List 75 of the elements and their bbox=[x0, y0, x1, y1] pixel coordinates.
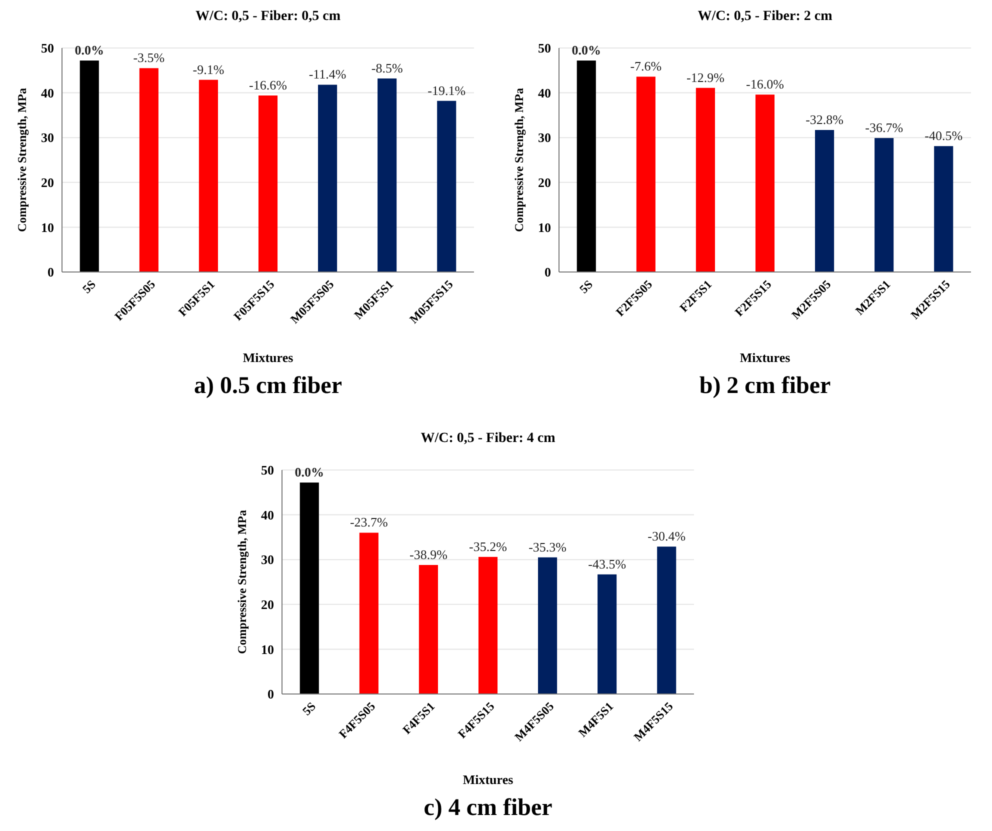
y-axis-title: Compressive Strength, MPa bbox=[235, 510, 249, 654]
x-tick-label: 5S bbox=[576, 276, 596, 296]
chart-title: W/C: 0,5 - Fiber: 2 cm bbox=[698, 9, 833, 24]
y-tick-label: 40 bbox=[538, 85, 551, 100]
bar bbox=[755, 94, 775, 272]
bar bbox=[80, 60, 99, 272]
annotation: -23.7% bbox=[350, 514, 388, 530]
bar bbox=[696, 88, 715, 272]
bar bbox=[934, 146, 954, 272]
y-tick-label: 10 bbox=[538, 220, 551, 235]
y-tick-label: 30 bbox=[261, 552, 274, 568]
bar bbox=[478, 556, 498, 694]
y-tick-label: 10 bbox=[41, 220, 54, 235]
y-axis-title: Compressive Strength, MPa bbox=[15, 88, 29, 232]
x-axis-title: Mixtures bbox=[740, 350, 790, 365]
annotation: -35.2% bbox=[469, 538, 508, 554]
y-tick-label: 50 bbox=[41, 40, 54, 56]
bar bbox=[437, 100, 456, 272]
annotation: -43.5% bbox=[588, 556, 626, 572]
bar bbox=[636, 76, 656, 272]
bar bbox=[300, 482, 319, 694]
y-tick-label: 10 bbox=[261, 642, 274, 657]
y-tick-label: 0 bbox=[268, 686, 274, 702]
y-tick-label: 30 bbox=[41, 130, 54, 146]
bar bbox=[378, 78, 397, 272]
annotation: -16.6% bbox=[249, 77, 288, 92]
text: b) 2 cm fiber bbox=[699, 373, 831, 399]
annotation: -3.5% bbox=[133, 50, 165, 66]
bar bbox=[538, 557, 558, 694]
annotation: -16.0% bbox=[746, 76, 784, 92]
annotation: 0.0% bbox=[572, 42, 602, 58]
y-tick-label: 50 bbox=[538, 40, 551, 56]
y-tick-label: 0 bbox=[48, 264, 54, 280]
annotation: -9.1% bbox=[192, 62, 224, 77]
x-tick-label: 5S bbox=[300, 698, 319, 718]
annotation: -32.8% bbox=[806, 112, 844, 127]
annotation: -12.9% bbox=[686, 70, 725, 85]
bar bbox=[815, 130, 834, 272]
y-tick-label: 40 bbox=[41, 85, 54, 100]
annotation: -36.7% bbox=[865, 120, 904, 136]
x-axis-title: Mixtures bbox=[462, 772, 514, 787]
annotation: -8.5% bbox=[371, 60, 403, 76]
bar bbox=[359, 532, 378, 694]
chart-title: W/C: 0,5 - Fiber: 4 cm bbox=[420, 431, 556, 446]
x-axis-title: Mixtures bbox=[242, 350, 294, 365]
bar bbox=[418, 564, 438, 694]
annotation: -35.3% bbox=[528, 539, 567, 554]
y-tick-label: 30 bbox=[538, 130, 551, 146]
annotation: -7.6% bbox=[630, 58, 662, 74]
annotation: -40.5% bbox=[924, 128, 963, 144]
y-tick-label: 0 bbox=[544, 264, 551, 280]
text: c) 4 cm fiber bbox=[424, 795, 553, 821]
annotation: 0.0% bbox=[74, 42, 104, 58]
bar bbox=[598, 574, 617, 694]
y-axis-title: Compressive Strength, MPa bbox=[512, 88, 526, 232]
bar bbox=[139, 68, 158, 272]
bar bbox=[657, 546, 676, 694]
annotation: -19.1% bbox=[428, 82, 466, 98]
annotation: -38.9% bbox=[410, 546, 448, 562]
y-tick-label: 20 bbox=[261, 596, 274, 612]
annotation: -11.4% bbox=[308, 66, 346, 82]
chart-title: W/C: 0,5 - Fiber: 0,5 cm bbox=[195, 9, 341, 24]
annotation: 0.0% bbox=[294, 464, 324, 480]
y-tick-label: 20 bbox=[41, 174, 54, 190]
annotation: -30.4% bbox=[648, 528, 686, 544]
bar bbox=[576, 60, 596, 272]
bar bbox=[258, 95, 278, 272]
y-tick-label: 50 bbox=[261, 462, 274, 478]
bar bbox=[198, 80, 218, 272]
bar bbox=[318, 84, 338, 272]
y-tick-label: 40 bbox=[261, 507, 274, 522]
text: a) 0.5 cm fiber bbox=[194, 373, 342, 399]
bar bbox=[874, 138, 894, 272]
y-tick-label: 20 bbox=[538, 174, 551, 190]
x-tick-label: 5S bbox=[80, 276, 99, 296]
